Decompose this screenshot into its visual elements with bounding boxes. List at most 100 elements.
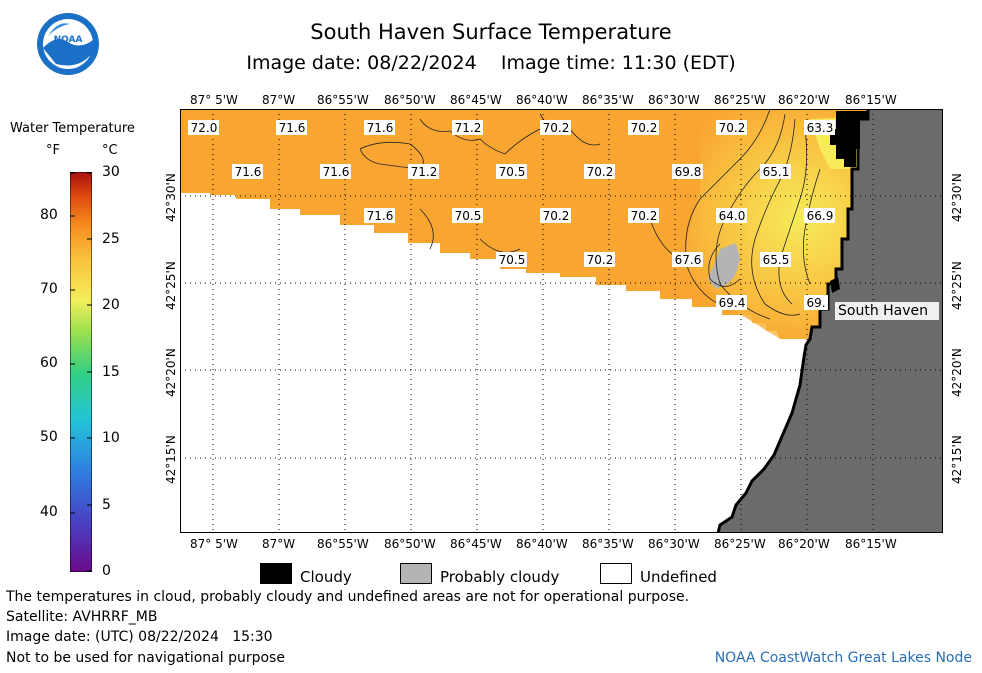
lat-label-right: 42°25'N [950,261,964,310]
south-haven-label: South Haven [838,303,928,319]
lon-label-bottom: 86°45'W [450,537,502,551]
svg-text:66.9: 66.9 [807,209,834,223]
svg-text:70.2: 70.2 [543,209,570,223]
lon-label-bottom: 87° 5'W [190,537,238,551]
probably-cloudy-region [708,243,740,289]
lon-label-top: 86°25'W [714,93,766,107]
lat-label-left: 42°30'N [164,173,178,222]
temp-label: 70.5 [452,208,483,223]
lat-label-right: 42°30'N [950,173,964,222]
temp-label: 70.2 [584,164,615,179]
svg-text:70.2: 70.2 [631,121,658,135]
temp-label: 71.2 [452,120,483,135]
f-tick-60: 60 [40,355,58,371]
lon-label-bottom: 86°40'W [516,537,568,551]
lon-label-top: 86°20'W [778,93,830,107]
lon-label-top: 86°15'W [845,93,897,107]
svg-text:63.3: 63.3 [807,121,834,135]
credit-link[interactable]: NOAA CoastWatch Great Lakes Node [714,650,972,666]
lon-label-bottom: 86°35'W [582,537,634,551]
f-tick-70: 70 [40,281,58,297]
colorbar [69,171,93,573]
svg-text:67.6: 67.6 [675,253,702,267]
c-tick-20: 20 [102,297,120,313]
utc-date-text: Image date: (UTC) 08/22/2024 15:30 [6,629,273,645]
map-title: South Haven Surface Temperature [310,20,672,44]
f-tick-40: 40 [40,504,58,520]
temperature-map: 72.0 71.6 71.6 71.2 70.2 70.2 [180,108,943,534]
legend-label-cloudy: Cloudy [300,568,352,586]
lon-label-top: 86°35'W [582,93,634,107]
temp-label: 70.2 [584,252,615,267]
temp-label: 69.8 [672,164,703,179]
temp-label: 64.0 [716,208,747,223]
temp-label: 63.3 [804,120,835,135]
c-tick-30: 30 [102,164,120,180]
temp-label: 71.6 [232,164,263,179]
lat-label-left: 42°25'N [164,261,178,310]
temp-label: 71.6 [320,164,351,179]
temp-label: 70.2 [628,208,659,223]
svg-text:70.5: 70.5 [499,253,526,267]
land-area [718,109,943,533]
lat-label-left: 42°15'N [164,435,178,484]
lon-label-top: 86°30'W [648,93,700,107]
lon-label-top: 86°50'W [384,93,436,107]
c-tick-15: 15 [102,364,120,380]
svg-text:71.6: 71.6 [235,165,262,179]
temp-label: 70.5 [496,252,527,267]
c-tick-0: 0 [102,563,111,579]
noaa-logo: NOAA [36,12,100,76]
svg-text:71.6: 71.6 [323,165,350,179]
svg-text:70.2: 70.2 [587,253,614,267]
svg-text:70.5: 70.5 [499,165,526,179]
colorbar-title: Water Temperature [10,121,135,136]
svg-text:64.0: 64.0 [719,209,746,223]
c-tick-25: 25 [102,231,120,247]
lon-label-bottom: 86°30'W [648,537,700,551]
image-date-label: Image date: 08/22/2024 [246,52,477,74]
f-tick-80: 80 [40,207,58,223]
svg-text:70.2: 70.2 [719,121,746,135]
colorbar-unit-c: °C [102,143,118,158]
lon-label-top: 86°55'W [317,93,369,107]
temp-label: 70.2 [540,208,571,223]
c-tick-10: 10 [102,430,120,446]
temp-label: 70.5 [496,164,527,179]
svg-text:71.6: 71.6 [367,209,394,223]
legend-swatch-probably-cloudy [400,563,432,584]
temp-label: 67.6 [672,252,703,267]
temp-label: 69.4 [716,295,747,310]
lon-label-bottom: 86°20'W [778,537,830,551]
legend-label-probably-cloudy: Probably cloudy [440,568,560,586]
temp-label: 71.6 [364,120,395,135]
colorbar-unit-f: °F [46,143,60,158]
navigation-warning: Not to be used for navigational purpose [6,650,285,666]
svg-text:70.5: 70.5 [455,209,482,223]
temp-label: 72.0 [188,120,219,135]
lon-label-bottom: 86°25'W [714,537,766,551]
lon-label-bottom: 86°55'W [317,537,369,551]
legend-swatch-cloudy [260,563,292,584]
svg-text:70.2: 70.2 [587,165,614,179]
satellite-text: Satellite: AVHRRF_MB [6,609,158,625]
svg-text:65.1: 65.1 [763,165,790,179]
lon-label-bottom: 87°W [262,537,296,551]
svg-text:70.2: 70.2 [631,209,658,223]
svg-text:69.4: 69.4 [719,296,746,310]
image-time-label: Image time: 11:30 (EDT) [500,52,736,74]
svg-text:72.0: 72.0 [191,121,218,135]
svg-text:69.: 69. [806,296,825,310]
svg-text:71.2: 71.2 [455,121,482,135]
legend-label-undefined: Undefined [640,568,717,586]
lat-label-left: 42°20'N [164,348,178,397]
legend-swatch-undefined [600,563,632,584]
svg-text:NOAA: NOAA [54,35,83,45]
temp-label: 65.5 [760,252,791,267]
temp-label: 69. [804,295,828,310]
lon-label-bottom: 86°15'W [845,537,897,551]
south-haven-marker: South Haven [830,277,939,320]
temp-label: 70.2 [716,120,747,135]
svg-text:69.8: 69.8 [675,165,702,179]
lat-label-right: 42°15'N [950,435,964,484]
